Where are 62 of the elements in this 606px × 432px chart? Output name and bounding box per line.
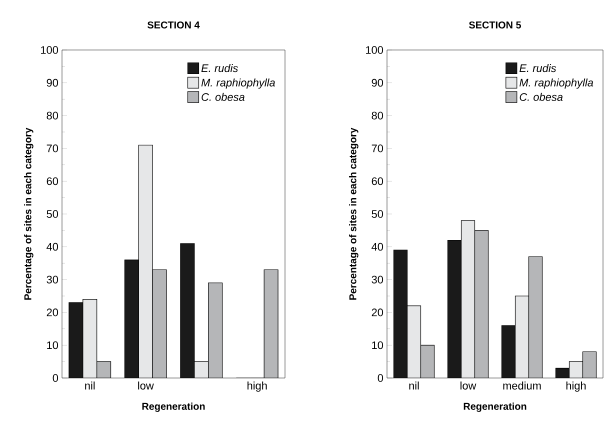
y-tick-label: 30 xyxy=(372,276,384,284)
bar xyxy=(394,250,408,378)
bar xyxy=(180,243,195,378)
bar xyxy=(194,361,209,378)
bar xyxy=(474,230,489,378)
y-tick-label: 10 xyxy=(47,341,58,350)
legend-label: M. raphiophylla xyxy=(201,78,275,89)
y-tick-label: 80 xyxy=(372,112,384,120)
x-tick-label: nil xyxy=(409,382,419,390)
y-tick-label: 0 xyxy=(378,374,384,382)
x-axis-title: Regeneration xyxy=(142,402,205,412)
y-tick-label: 60 xyxy=(372,177,384,186)
bar xyxy=(568,361,584,378)
y-tick-label: 40 xyxy=(46,242,58,251)
y-tick-label: 10 xyxy=(372,341,384,350)
bar xyxy=(208,282,223,378)
bar xyxy=(82,298,98,378)
x-tick-label: nil xyxy=(85,382,95,390)
bar xyxy=(501,325,516,378)
y-tick-label: 100 xyxy=(41,46,58,54)
legend-label: E. rudis xyxy=(520,64,556,72)
legend-label: M. raphiophylla xyxy=(520,78,594,89)
x-axis-title: Regeneration xyxy=(464,402,526,412)
legend-label: C. obesa xyxy=(202,92,245,101)
y-tick-label: 70 xyxy=(46,144,58,152)
bar xyxy=(514,296,530,378)
bar xyxy=(582,351,597,378)
y-tick-label: 20 xyxy=(46,308,58,316)
bar xyxy=(152,269,167,378)
y-tick-label: 30 xyxy=(46,276,58,284)
x-tick-label: high xyxy=(566,382,586,392)
y-tick-label: 20 xyxy=(372,308,384,316)
x-tick-label: low xyxy=(460,382,476,390)
y-tick-label: 90 xyxy=(46,78,58,87)
y-tick-label: 70 xyxy=(372,144,384,152)
y-axis-title: Percentage of sites in each category xyxy=(24,128,34,300)
bar xyxy=(138,144,153,378)
x-tick-label: high xyxy=(248,382,267,392)
bar xyxy=(420,345,434,378)
legend-label: E. rudis xyxy=(201,64,238,72)
y-tick-label: 40 xyxy=(372,242,384,251)
y-tick-label: 50 xyxy=(46,210,58,218)
x-tick-label: low xyxy=(138,382,154,390)
bar xyxy=(96,361,112,378)
bar xyxy=(447,240,462,378)
bar xyxy=(264,269,278,378)
legend-label: C. obesa xyxy=(520,92,563,101)
y-tick-label: 90 xyxy=(372,78,384,87)
y-tick-label: 60 xyxy=(46,177,58,186)
chart-title: SECTION 5 xyxy=(468,21,522,28)
bar xyxy=(528,256,543,378)
y-tick-label: 80 xyxy=(46,112,58,120)
bar xyxy=(124,260,139,378)
bar xyxy=(68,302,84,378)
y-tick-label: 50 xyxy=(372,210,384,218)
chart-title: SECTION 4 xyxy=(147,21,200,28)
y-tick-label: 0 xyxy=(52,374,58,382)
y-axis-title: Percentage of sites in each category xyxy=(349,128,358,300)
x-tick-label: medium xyxy=(503,382,541,390)
bar xyxy=(460,220,476,378)
y-tick-label: 100 xyxy=(366,46,384,54)
bar xyxy=(407,306,421,378)
